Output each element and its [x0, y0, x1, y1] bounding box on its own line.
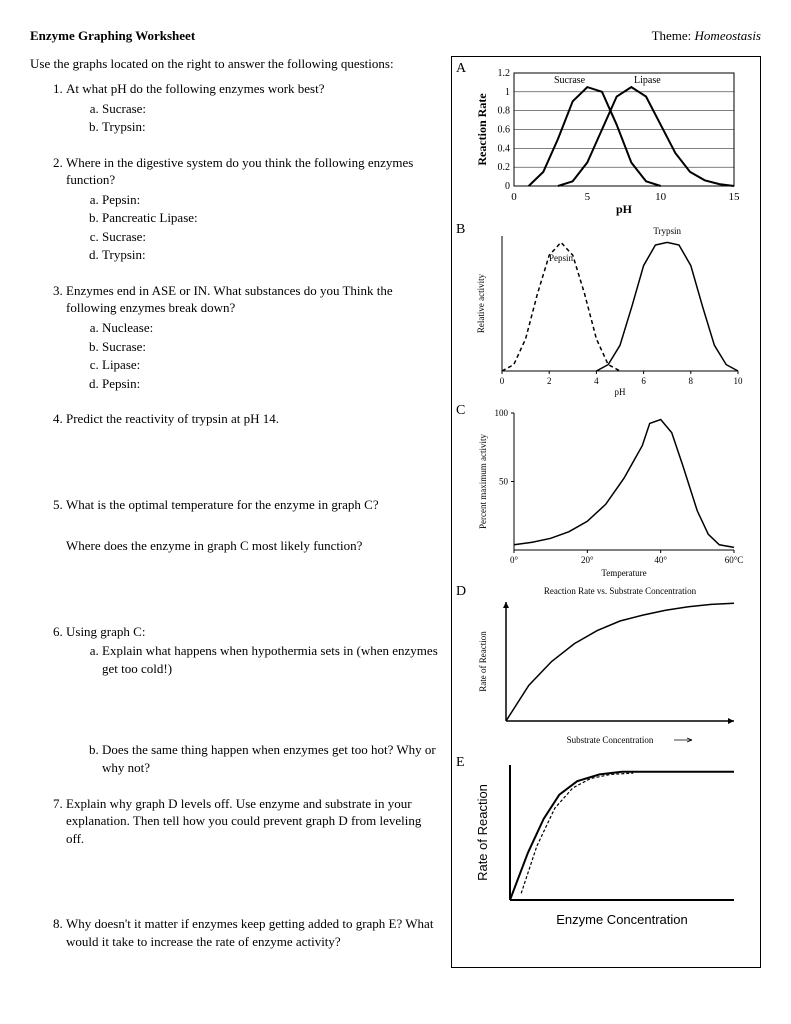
graphs-column: A 00.20.40.60.811.2051015SucraseLipaseRe…	[451, 56, 761, 968]
worksheet-title: Enzyme Graphing Worksheet	[30, 28, 195, 44]
svg-text:Trypsin: Trypsin	[653, 226, 681, 236]
svg-text:0°: 0°	[510, 555, 519, 565]
svg-text:Substrate Concentration: Substrate Concentration	[567, 735, 654, 745]
graph-c: C 501000°20°40°60°CPercent maximum activ…	[456, 403, 756, 578]
svg-text:Enzyme Concentration: Enzyme Concentration	[556, 912, 688, 927]
svg-text:0: 0	[505, 181, 510, 192]
svg-text:1.2: 1.2	[498, 68, 511, 79]
svg-text:Reaction Rate vs. Substrate Co: Reaction Rate vs. Substrate Concentratio…	[544, 586, 697, 596]
graph-d: D Reaction Rate vs. Substrate Concentrat…	[456, 584, 756, 749]
svg-text:40°: 40°	[654, 555, 667, 565]
svg-text:1: 1	[505, 87, 510, 98]
svg-text:50: 50	[499, 477, 509, 487]
svg-text:Percent maximum activity: Percent maximum activity	[478, 434, 488, 529]
graph-b: B 0246810PepsinTrypsinRelative activityp…	[456, 222, 756, 397]
theme: Theme: Homeostasis	[652, 28, 761, 44]
svg-text:Lipase: Lipase	[634, 75, 661, 86]
question-7: Explain why graph D levels off. Use enzy…	[66, 795, 441, 898]
svg-text:8: 8	[689, 376, 694, 386]
svg-text:pH: pH	[615, 387, 627, 397]
svg-text:4: 4	[594, 376, 599, 386]
svg-text:pH: pH	[616, 202, 633, 216]
svg-text:20°: 20°	[581, 555, 594, 565]
question-6: Using graph C: Explain what happens when…	[66, 623, 441, 777]
svg-text:Reaction Rate: Reaction Rate	[475, 93, 489, 166]
question-2: Where in the digestive system do you thi…	[66, 154, 441, 264]
question-5: What is the optimal temperature for the …	[66, 496, 441, 605]
svg-text:0.4: 0.4	[498, 143, 511, 154]
svg-text:6: 6	[641, 376, 646, 386]
svg-text:100: 100	[495, 408, 509, 418]
svg-text:10: 10	[734, 376, 744, 386]
page-header: Enzyme Graphing Worksheet Theme: Homeost…	[30, 28, 761, 44]
graph-e: E Rate of ReactionEnzyme Concentration	[456, 755, 756, 930]
svg-text:2: 2	[547, 376, 552, 386]
svg-text:Rate of Reaction: Rate of Reaction	[475, 784, 490, 881]
svg-text:0: 0	[500, 376, 505, 386]
svg-text:Temperature: Temperature	[601, 568, 646, 578]
graph-a: A 00.20.40.60.811.2051015SucraseLipaseRe…	[456, 61, 756, 216]
svg-text:60°C: 60°C	[725, 555, 744, 565]
svg-text:0.6: 0.6	[498, 125, 511, 136]
svg-text:Pepsin: Pepsin	[549, 253, 574, 263]
svg-text:Sucrase: Sucrase	[554, 75, 586, 86]
svg-text:0.2: 0.2	[498, 162, 511, 173]
question-4: Predict the reactivity of trypsin at pH …	[66, 410, 441, 478]
svg-text:0.8: 0.8	[498, 106, 511, 117]
svg-text:Rate of Reaction: Rate of Reaction	[478, 631, 488, 692]
question-8: Why doesn't it matter if enzymes keep ge…	[66, 915, 441, 950]
instructions: Use the graphs located on the right to a…	[30, 56, 441, 72]
question-1: At what pH do the following enzymes work…	[66, 80, 441, 136]
svg-text:10: 10	[655, 191, 667, 203]
questions-column: Use the graphs located on the right to a…	[30, 56, 441, 968]
svg-text:15: 15	[729, 191, 741, 203]
question-3: Enzymes end in ASE or IN. What substance…	[66, 282, 441, 392]
svg-text:0: 0	[511, 191, 517, 203]
svg-text:Relative activity: Relative activity	[476, 273, 486, 333]
svg-text:5: 5	[585, 191, 591, 203]
